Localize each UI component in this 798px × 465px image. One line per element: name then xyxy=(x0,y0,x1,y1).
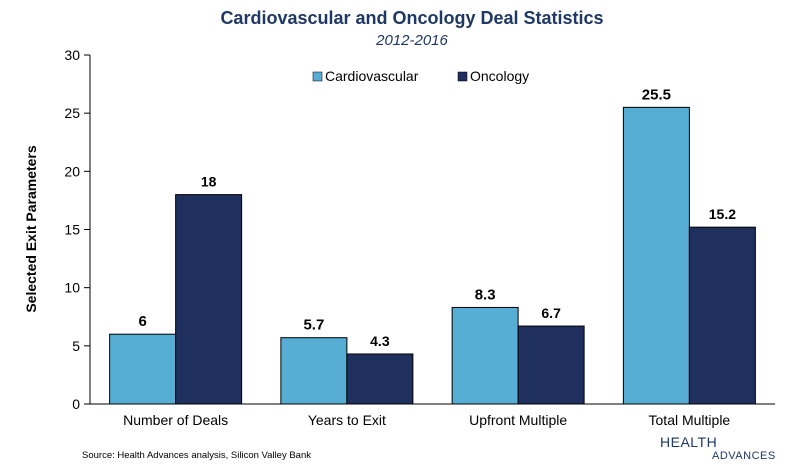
bar-cardiovascular-total-multiple xyxy=(622,106,690,405)
y-tick-label: 0 xyxy=(72,396,80,412)
x-axis: Number of Deals Years to Exit Upfront Mult… xyxy=(90,403,775,428)
data-label-cardiovascular-total-multiple: 25.5 xyxy=(642,86,671,103)
bar-cardiovascular-years-to-exit xyxy=(280,337,348,405)
legend-label-oncology: Oncology xyxy=(470,68,529,84)
y-tick-label: 30 xyxy=(64,47,80,63)
legend-swatch-cardiovascular xyxy=(312,71,323,82)
data-label-oncology-years-to-exit: 4.3 xyxy=(370,333,390,349)
logo-advances-text: ADVANCES xyxy=(712,450,776,462)
bar-oncology-upfront-multiple xyxy=(517,325,585,405)
y-tick-label: 5 xyxy=(72,338,80,354)
x-tick-label-upfront-multiple: Upfront Multiple xyxy=(469,412,567,428)
data-label-oncology-number-of-deals: 18 xyxy=(201,174,217,190)
x-tick-label-number-of-deals: Number of Deals xyxy=(123,412,228,428)
y-tick-label: 20 xyxy=(64,163,80,179)
data-label-cardiovascular-years-to-exit: 5.7 xyxy=(303,317,324,334)
chart-title: Cardiovascular and Oncology Deal Statist… xyxy=(220,8,603,28)
x-tick-label-years-to-exit: Years to Exit xyxy=(308,412,386,428)
health-advances-logo: HEALTH ADVANCES xyxy=(660,434,776,462)
data-label-oncology-upfront-multiple: 6.7 xyxy=(541,305,561,321)
chart-subtitle: 2012-2016 xyxy=(375,32,448,49)
source-note: Source: Health Advances analysis, Silico… xyxy=(82,450,311,461)
data-label-cardiovascular-upfront-multiple: 8.3 xyxy=(475,286,496,303)
logo-health-text: HEALTH xyxy=(660,434,717,450)
legend-label-cardiovascular: Cardiovascular xyxy=(325,68,419,84)
bars xyxy=(109,106,756,405)
bar-cardiovascular-upfront-multiple xyxy=(451,306,519,405)
y-axis: 0 5 10 15 20 25 30 xyxy=(64,47,91,412)
y-tick-label: 10 xyxy=(64,280,80,296)
bar-oncology-total-multiple xyxy=(688,226,756,405)
bar-oncology-years-to-exit xyxy=(346,353,414,405)
bar-oncology-number-of-deals xyxy=(175,194,243,405)
legend-swatch-oncology xyxy=(457,71,468,82)
y-tick-label: 25 xyxy=(64,105,80,121)
legend: Cardiovascular Oncology xyxy=(312,68,529,84)
y-axis-label: Selected Exit Parameters xyxy=(23,145,39,313)
bar-cardiovascular-number-of-deals xyxy=(109,333,177,405)
data-label-oncology-total-multiple: 15.2 xyxy=(709,206,736,222)
data-label-cardiovascular-number-of-deals: 6 xyxy=(138,313,146,330)
data-labels: 6 18 5.7 4.3 8.3 6.7 25.5 15.2 xyxy=(138,86,736,349)
x-tick-label-total-multiple: Total Multiple xyxy=(649,412,731,428)
y-tick-label: 15 xyxy=(64,222,80,238)
